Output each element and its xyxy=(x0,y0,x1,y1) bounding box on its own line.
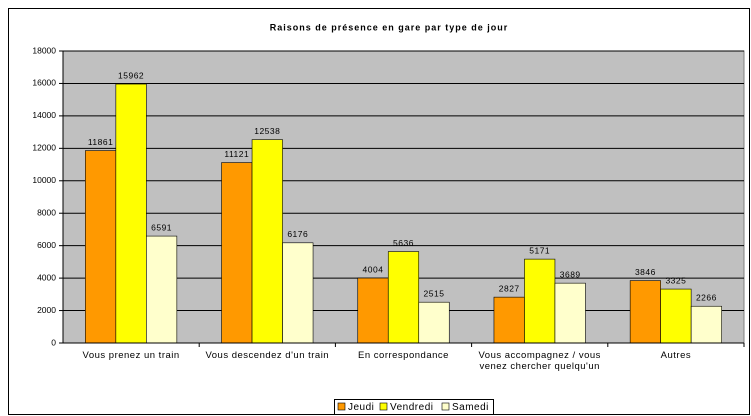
bar xyxy=(146,235,178,344)
legend-swatch xyxy=(441,402,450,411)
data-label: 2266 xyxy=(696,292,717,302)
legend-label: Samedi xyxy=(452,402,489,413)
data-label: 12538 xyxy=(254,126,280,136)
data-label: 2827 xyxy=(499,283,520,293)
data-label: 5171 xyxy=(529,245,550,255)
bar xyxy=(221,162,253,344)
x-tick-label: Vous prenez un train xyxy=(82,350,180,361)
legend-label: Jeudi xyxy=(348,402,374,413)
x-tick-label: En correspondance xyxy=(358,350,449,361)
data-label: 3846 xyxy=(635,267,656,277)
bar xyxy=(357,277,389,344)
y-tick-label: 8000 xyxy=(37,207,56,217)
chart-title: Raisons de présence en gare par type de … xyxy=(270,22,509,32)
legend-label: Vendredi xyxy=(390,402,433,413)
bar xyxy=(418,301,450,344)
bar xyxy=(629,280,661,344)
y-tick-label: 16000 xyxy=(32,78,56,88)
bar xyxy=(115,83,147,344)
x-tick-label: Autres xyxy=(660,350,692,361)
bar xyxy=(554,282,586,344)
data-label: 11121 xyxy=(224,149,249,159)
data-label: 4004 xyxy=(363,264,384,274)
bar xyxy=(524,258,556,344)
data-label: 3689 xyxy=(560,269,581,279)
bar xyxy=(282,242,314,344)
y-tick-label: 14000 xyxy=(32,110,56,120)
data-label: 6176 xyxy=(287,229,308,239)
data-label: 11861 xyxy=(88,137,114,147)
y-tick-label: 0 xyxy=(51,337,56,347)
y-tick-label: 10000 xyxy=(32,175,56,185)
legend-swatch xyxy=(379,402,388,411)
bar xyxy=(387,251,420,344)
data-label: 3325 xyxy=(665,275,686,285)
legend-swatch xyxy=(337,402,346,411)
bar xyxy=(85,150,117,344)
data-label: 2515 xyxy=(424,288,445,298)
x-tick-label: Vous accompagnez / vous venez chercher q… xyxy=(478,350,601,372)
bar xyxy=(690,305,722,344)
y-tick-label: 6000 xyxy=(37,240,56,250)
legend-box xyxy=(334,399,494,415)
data-label: 6591 xyxy=(151,222,172,232)
y-tick-label: 2000 xyxy=(37,305,56,315)
y-tick-label: 12000 xyxy=(32,143,56,153)
data-label: 5636 xyxy=(393,238,414,248)
data-label: 15962 xyxy=(118,70,144,80)
y-tick-label: 18000 xyxy=(32,45,56,55)
bar xyxy=(660,288,692,344)
x-tick-label: Vous descendez d'un train xyxy=(205,350,330,361)
bar xyxy=(251,139,283,344)
bar xyxy=(493,296,525,344)
y-tick-label: 4000 xyxy=(37,272,56,282)
